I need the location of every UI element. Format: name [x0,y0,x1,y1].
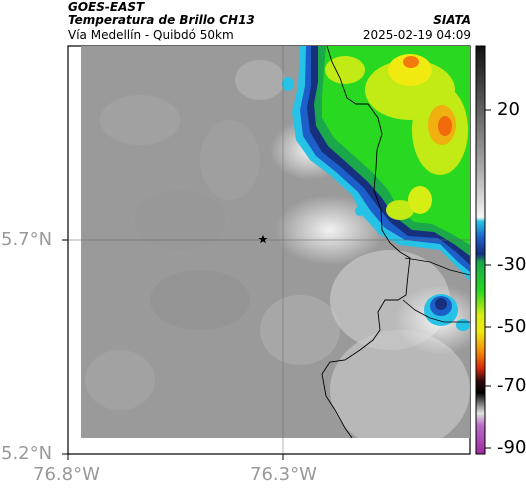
lat-tick-label: 5.2°N [1,443,53,464]
brightness-temperature-field [81,46,470,438]
colorbar-label: 20 [497,99,520,120]
colorbar-label: -70 [497,375,526,396]
colorbar-label: -90 [497,437,526,458]
colorbar [475,45,486,455]
colorbar-label: -30 [497,254,526,275]
lat-tick-label: 5.7°N [1,229,53,250]
timestamp-label: 2025-02-19 04:09 [362,28,471,42]
organization-label: SIATA [433,13,471,27]
boundary-line-south [402,299,470,323]
colorbar-label: -50 [497,316,526,337]
boundary-line [321,46,411,438]
satellite-title: GOES-EAST [68,0,145,14]
region-subtitle: Vía Medellín - Quibdó 50km [68,28,234,42]
boundary-line-east [404,257,470,276]
lon-tick-label: 76.3°W [250,464,317,485]
location-star-icon [258,234,268,244]
lon-tick-label: 76.8°W [33,464,100,485]
product-title: Temperatura de Brillo CH13 [68,13,255,27]
